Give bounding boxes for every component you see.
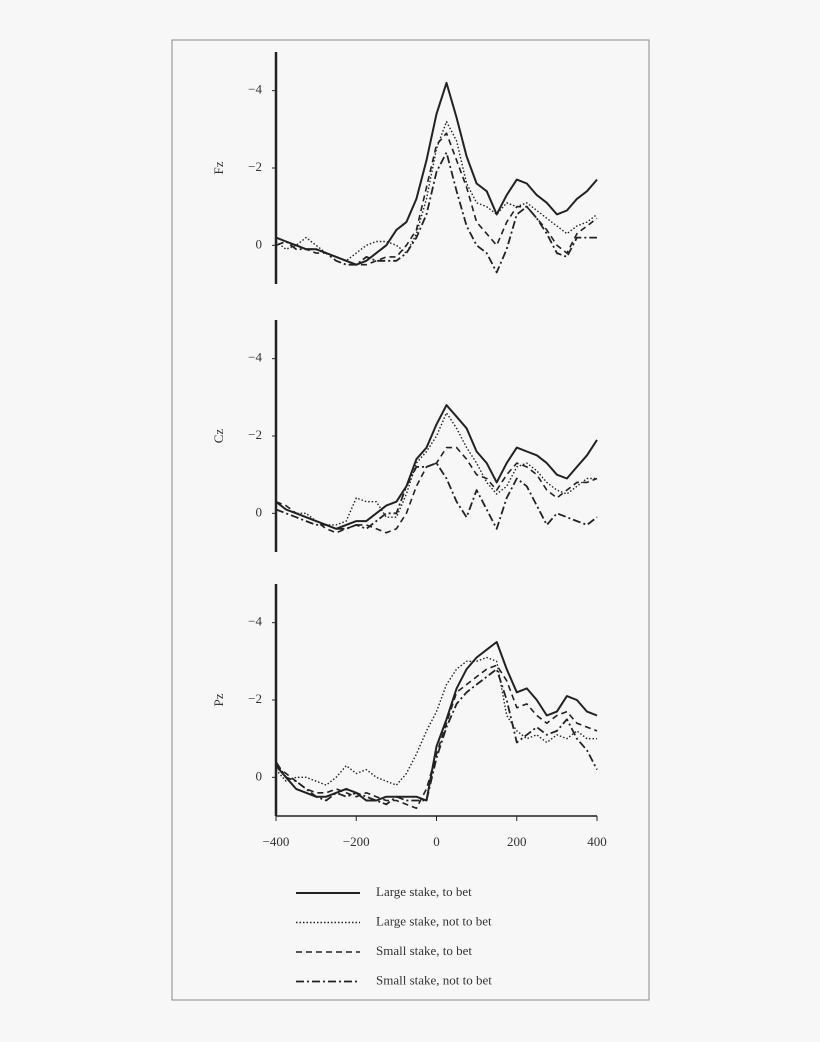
y-tick-label: 0 (256, 236, 263, 251)
data-line (275, 151, 597, 274)
legend-label: Small stake, to bet (376, 943, 472, 958)
y-tick-label: 0 (256, 768, 263, 783)
data-line (275, 668, 598, 806)
data-line (275, 446, 598, 534)
y-tick-label: −2 (248, 691, 262, 706)
x-tick-label: 200 (507, 834, 527, 849)
x-tick-label: −400 (263, 834, 290, 849)
y-tick-label: −2 (248, 159, 262, 174)
data-line (275, 656, 597, 786)
x-tick-label: 0 (433, 834, 440, 849)
frame (171, 39, 650, 1001)
y-tick-label: 0 (256, 504, 263, 519)
data-line (275, 404, 598, 530)
y-tick-label: −4 (248, 82, 262, 97)
y-tick-label: −4 (248, 350, 262, 365)
x-tick-label: 400 (587, 834, 607, 849)
data-line (275, 664, 598, 810)
y-tick-label: −4 (248, 614, 262, 629)
y-axis-label: Cz (211, 429, 226, 444)
y-axis-label: Pz (211, 693, 226, 706)
legend-label: Large stake, to bet (376, 884, 472, 899)
data-line (275, 120, 598, 262)
data-line (275, 641, 598, 802)
data-line (275, 81, 598, 266)
legend-label: Large stake, not to bet (376, 913, 492, 928)
x-tick-label: −200 (343, 834, 370, 849)
legend-label: Small stake, not to bet (376, 972, 492, 987)
y-axis-label: Fz (211, 161, 226, 174)
y-tick-label: −2 (248, 427, 262, 442)
data-line (275, 412, 597, 526)
